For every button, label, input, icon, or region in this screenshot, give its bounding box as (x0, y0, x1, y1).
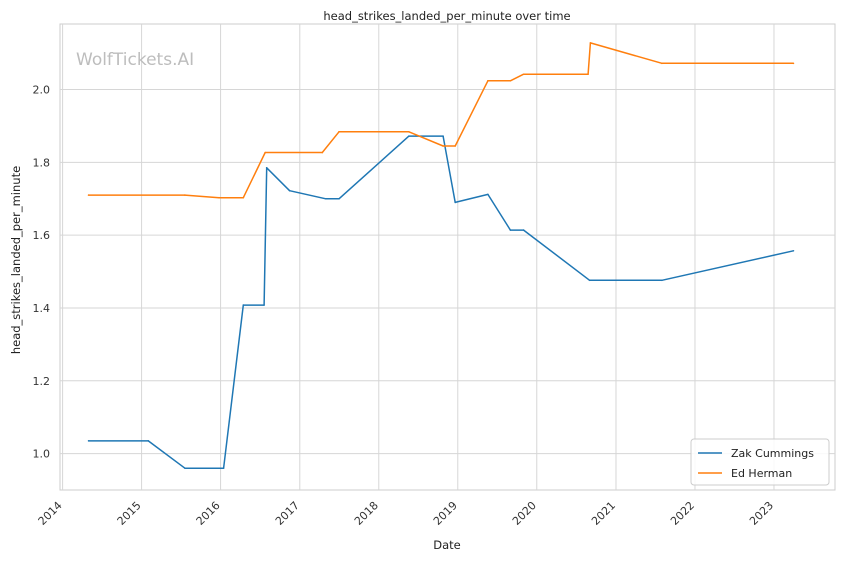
data-point-ed-herman (87, 194, 90, 196)
y-tick-label: 1.8 (33, 156, 51, 169)
x-tick-label: 2020 (510, 499, 539, 528)
y-tick-label: 1.2 (33, 375, 51, 388)
data-point-zak-cummings (184, 467, 186, 469)
data-point-ed-herman (321, 151, 324, 154)
watermark: WolfTickets.AI (76, 50, 194, 70)
x-axis-label: Date (433, 538, 461, 552)
y-tick-label: 1.6 (33, 229, 51, 242)
data-point-ed-herman (487, 79, 489, 82)
y-axis-label: head_strikes_landed_per_minute (9, 166, 23, 354)
x-tick-label: 2017 (273, 499, 302, 528)
data-point-ed-herman (184, 194, 186, 196)
y-tick-labels: 1.0 1.2 1.4 1.6 1.8 2.0 (33, 84, 51, 461)
data-point-ed-herman (589, 42, 592, 44)
data-point-zak-cummings (288, 189, 291, 192)
x-tick-label: 2021 (589, 499, 618, 528)
data-point-zak-cummings (454, 201, 456, 204)
data-point-ed-herman (661, 62, 663, 65)
data-point-zak-cummings (509, 229, 512, 231)
data-point-zak-cummings (242, 304, 245, 306)
data-point-ed-herman (587, 73, 589, 76)
y-tick-label: 1.0 (33, 448, 51, 461)
data-point-ed-herman (792, 62, 795, 65)
y-tick-label: 2.0 (33, 84, 51, 97)
x-tick-label: 2016 (194, 499, 223, 528)
data-point-zak-cummings (408, 135, 410, 137)
data-point-zak-cummings (661, 279, 663, 282)
series-lines (87, 42, 795, 469)
data-point-zak-cummings (338, 197, 340, 200)
data-point-ed-herman (242, 196, 245, 199)
data-point-zak-cummings (222, 467, 225, 469)
data-point-ed-herman (218, 196, 220, 199)
data-point-ed-herman (522, 73, 525, 76)
data-point-zak-cummings (588, 279, 591, 282)
data-point-zak-cummings (487, 193, 489, 196)
legend-label-ed-herman: Ed Herman (731, 467, 792, 480)
data-point-zak-cummings (442, 135, 444, 137)
data-point-zak-cummings (147, 440, 150, 442)
data-point-zak-cummings (87, 440, 90, 442)
data-point-ed-herman (442, 145, 444, 147)
plot-background (59, 23, 836, 491)
data-point-zak-cummings (324, 197, 327, 200)
x-tick-label: 2018 (352, 499, 381, 528)
x-tick-label: 2023 (747, 499, 776, 528)
data-point-zak-cummings (792, 250, 795, 252)
data-point-zak-cummings (263, 304, 265, 306)
x-tick-label: 2019 (431, 499, 460, 528)
data-point-ed-herman (338, 130, 340, 133)
x-tick-labels: 2014 2015 2016 2017 2018 2019 2020 2021 2022 2023 (36, 499, 776, 528)
data-point-zak-cummings (265, 167, 268, 169)
x-tick-label: 2022 (668, 499, 697, 528)
chart-title: head_strikes_landed_per_minute over time (323, 9, 570, 23)
data-point-ed-herman (264, 151, 266, 154)
legend: Zak Cummings Ed Herman (690, 438, 830, 486)
x-tick-label: 2014 (36, 499, 65, 528)
legend-box (690, 438, 830, 486)
x-tick-label: 2015 (115, 499, 144, 528)
legend-label-zak-cummings: Zak Cummings (731, 447, 814, 460)
data-point-ed-herman (454, 145, 456, 147)
data-point-ed-herman (408, 130, 410, 133)
grid (60, 24, 835, 490)
data-point-ed-herman (509, 79, 512, 82)
y-tick-label: 1.4 (33, 302, 51, 315)
data-point-zak-cummings (522, 229, 525, 231)
